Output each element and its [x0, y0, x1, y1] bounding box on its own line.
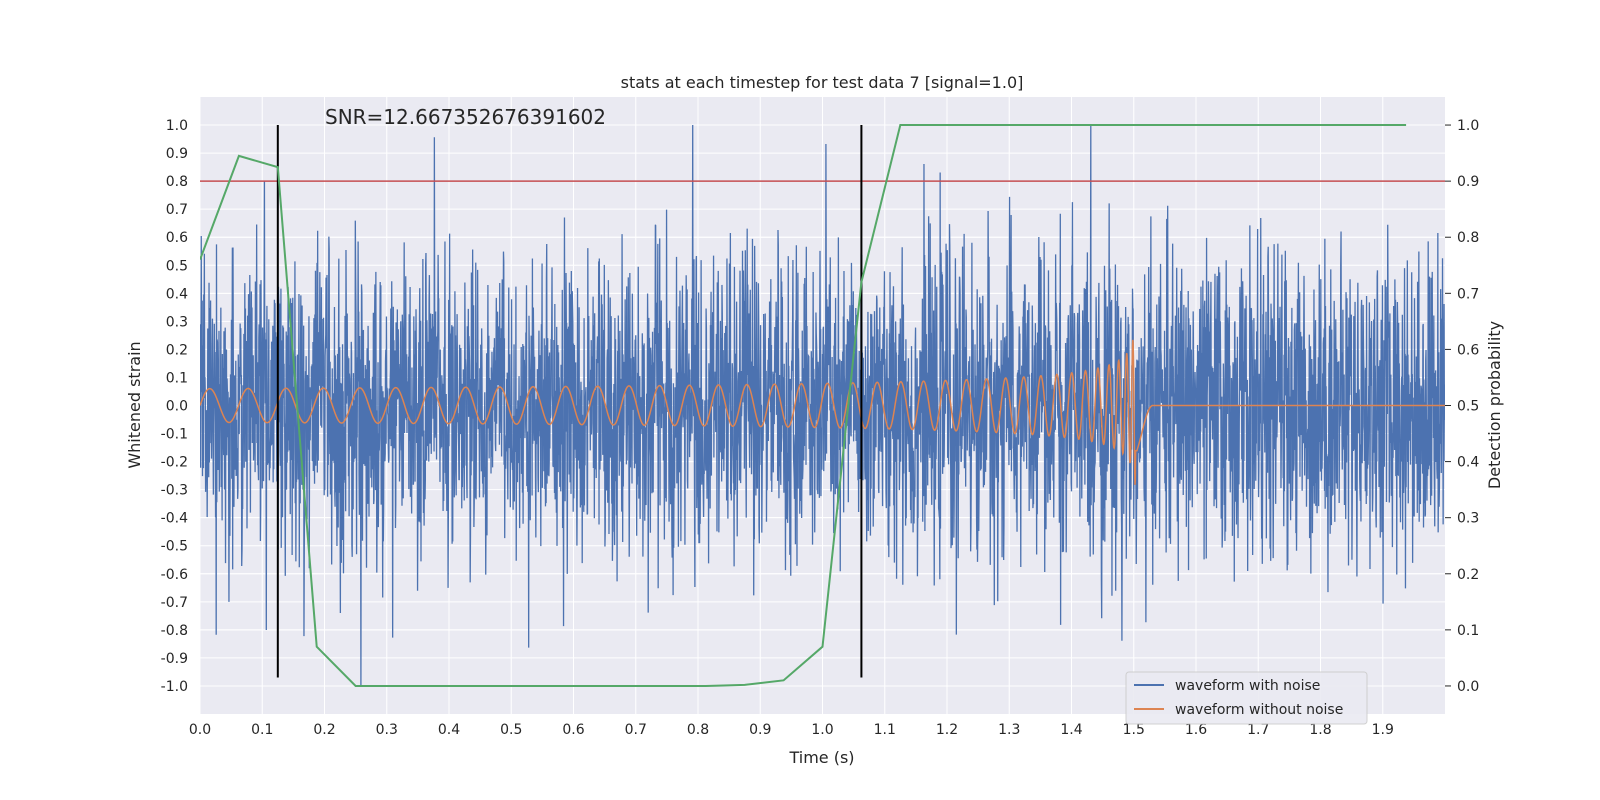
x-tick-label: 1.8: [1309, 722, 1331, 738]
y-tick-label: 1.0: [166, 118, 188, 134]
y-right-tick-label: 0.6: [1457, 342, 1479, 358]
x-tick-label: 0.4: [438, 722, 460, 738]
x-tick-label: 1.5: [1123, 722, 1145, 738]
y-right-tick-label: 0.0: [1457, 679, 1479, 695]
y-right-tick-label: 0.2: [1457, 567, 1479, 583]
y-tick-label: -0.1: [161, 427, 188, 443]
x-tick-label: 0.8: [687, 722, 709, 738]
x-tick-label: 1.4: [1060, 722, 1082, 738]
y-tick-label: -0.2: [161, 455, 188, 471]
x-tick-label: 0.6: [562, 722, 584, 738]
y-tick-label: -0.3: [161, 483, 188, 499]
y-tick-label: -0.6: [161, 567, 188, 583]
y-tick-label: 0.0: [166, 399, 188, 415]
y-right-tick-label: 0.3: [1457, 511, 1479, 527]
y-tick-label: -0.9: [161, 651, 188, 667]
y-tick-label: 0.2: [166, 342, 188, 358]
y-right-tick-label: 1.0: [1457, 118, 1479, 134]
y-right-tick-label: 0.8: [1457, 230, 1479, 246]
y-right-tick-label: 0.5: [1457, 399, 1479, 415]
y-tick-label: -0.4: [161, 511, 188, 527]
x-tick-label: 1.6: [1185, 722, 1207, 738]
y-axis-left-label: Whitened strain: [125, 341, 144, 468]
x-tick-label: 1.3: [998, 722, 1020, 738]
legend-label-waveform-with-noise: waveform with noise: [1175, 678, 1320, 694]
legend-label-waveform-without-noise: waveform without noise: [1175, 702, 1343, 718]
y-tick-label: 0.6: [166, 230, 188, 246]
series-line-waveform-with-noise: [200, 125, 1445, 686]
y-axis-right-label: Detection probability: [1485, 321, 1504, 489]
y-right-tick-label: 0.4: [1457, 455, 1479, 471]
y-tick-label: -0.7: [161, 595, 188, 611]
y-axis-left-ticks: 1.0 0.9 0.8 0.7 0.6 0.5 0.4 0.3 0.2 0.1 0.0 -0.1 -0.…: [161, 118, 188, 695]
y-tick-label: 0.8: [166, 174, 188, 190]
series-line-waveform-without-noise: [200, 339, 1445, 485]
x-tick-label: 0.0: [189, 722, 211, 738]
x-tick-label: 1.9: [1372, 722, 1394, 738]
x-tick-label: 1.7: [1247, 722, 1269, 738]
y-tick-label: -0.8: [161, 623, 188, 639]
x-tick-label: 1.1: [874, 722, 896, 738]
x-tick-label: 0.5: [500, 722, 522, 738]
x-tick-label: 0.1: [251, 722, 273, 738]
chart-title: stats at each timestep for test data 7 […: [621, 73, 1024, 92]
snr-annotation: SNR=12.667352676391602: [325, 105, 606, 129]
y-tick-label: -0.5: [161, 539, 188, 555]
y-right-tick-label: 0.1: [1457, 623, 1479, 639]
y-axis-right-ticks: 1.0 0.9 0.8 0.7 0.6 0.5 0.4 0.3 0.2 0.1 0.0: [1445, 118, 1479, 695]
x-tick-label: 0.2: [313, 722, 335, 738]
x-tick-label: 0.9: [749, 722, 771, 738]
y-tick-label: -1.0: [161, 679, 188, 695]
y-tick-label: 0.1: [166, 370, 188, 386]
y-tick-label: 0.9: [166, 146, 188, 162]
y-tick-label: 0.4: [166, 286, 188, 302]
x-axis-label: Time (s): [788, 748, 854, 767]
y-tick-label: 0.3: [166, 314, 188, 330]
x-tick-label: 1.0: [811, 722, 833, 738]
legend-box: [1125, 671, 1368, 725]
x-tick-label: 0.7: [625, 722, 647, 738]
legend: waveform with noise waveform without noi…: [1125, 671, 1368, 725]
x-tick-label: 0.3: [376, 722, 398, 738]
x-axis-ticks: 0.0 0.1 0.2 0.3 0.4 0.5 0.6 0.7 0.8 0.9 1.0 1.1 1.2 1…: [189, 722, 1394, 738]
y-tick-label: 0.7: [166, 202, 188, 218]
data-layer: [200, 124, 1445, 687]
y-tick-label: 0.5: [166, 258, 188, 274]
y-right-tick-label: 0.9: [1457, 174, 1479, 190]
y-right-tick-label: 0.7: [1457, 286, 1479, 302]
series-line-detection-probability: [200, 124, 1407, 687]
x-tick-label: 1.2: [936, 722, 958, 738]
